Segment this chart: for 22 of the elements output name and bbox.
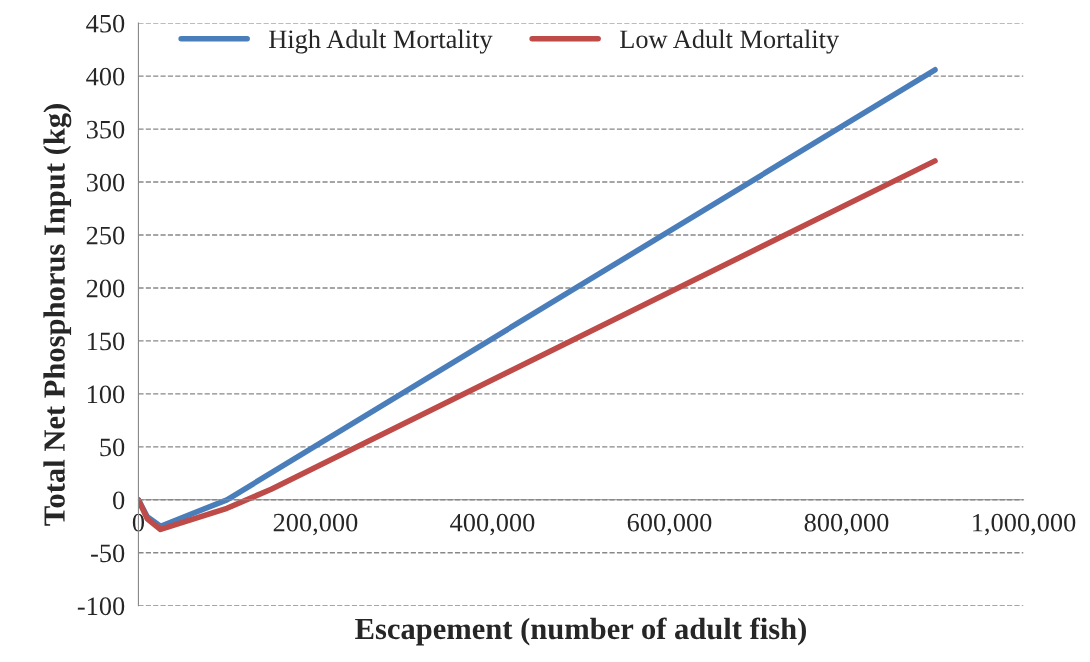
y-tick-label: 250	[86, 226, 125, 245]
x-tick-label: 200,000	[273, 513, 358, 536]
y-tick-label: 200	[86, 279, 125, 298]
y-tick-label: 50	[100, 438, 125, 457]
y-axis-title: Total Net Phosphorus Input (kg)	[43, 104, 72, 526]
x-tick-label: 400,000	[450, 513, 535, 536]
y-tick-label: 300	[86, 173, 125, 192]
legend-label: High Adult Mortality	[269, 29, 493, 54]
y-tick-label: 450	[86, 14, 125, 33]
x-axis-title: Escapement (number of adult fish)	[355, 617, 806, 646]
x-tick-label: 0	[132, 513, 145, 532]
x-tick-label: 600,000	[627, 513, 712, 536]
y-tick-label: 100	[87, 385, 125, 404]
y-tick-label: 400	[86, 67, 125, 86]
y-tick-label: -100	[77, 597, 125, 616]
y-tick-label: -50	[91, 544, 125, 563]
x-tick-label: 1,000,000	[973, 513, 1076, 536]
x-tick-label: 800,000	[804, 513, 889, 536]
y-tick-label: 350	[86, 120, 125, 139]
y-tick-label: 0	[113, 491, 125, 510]
y-tick-label: 150	[87, 332, 125, 351]
legend-label: Low Adult Mortality	[620, 29, 840, 54]
